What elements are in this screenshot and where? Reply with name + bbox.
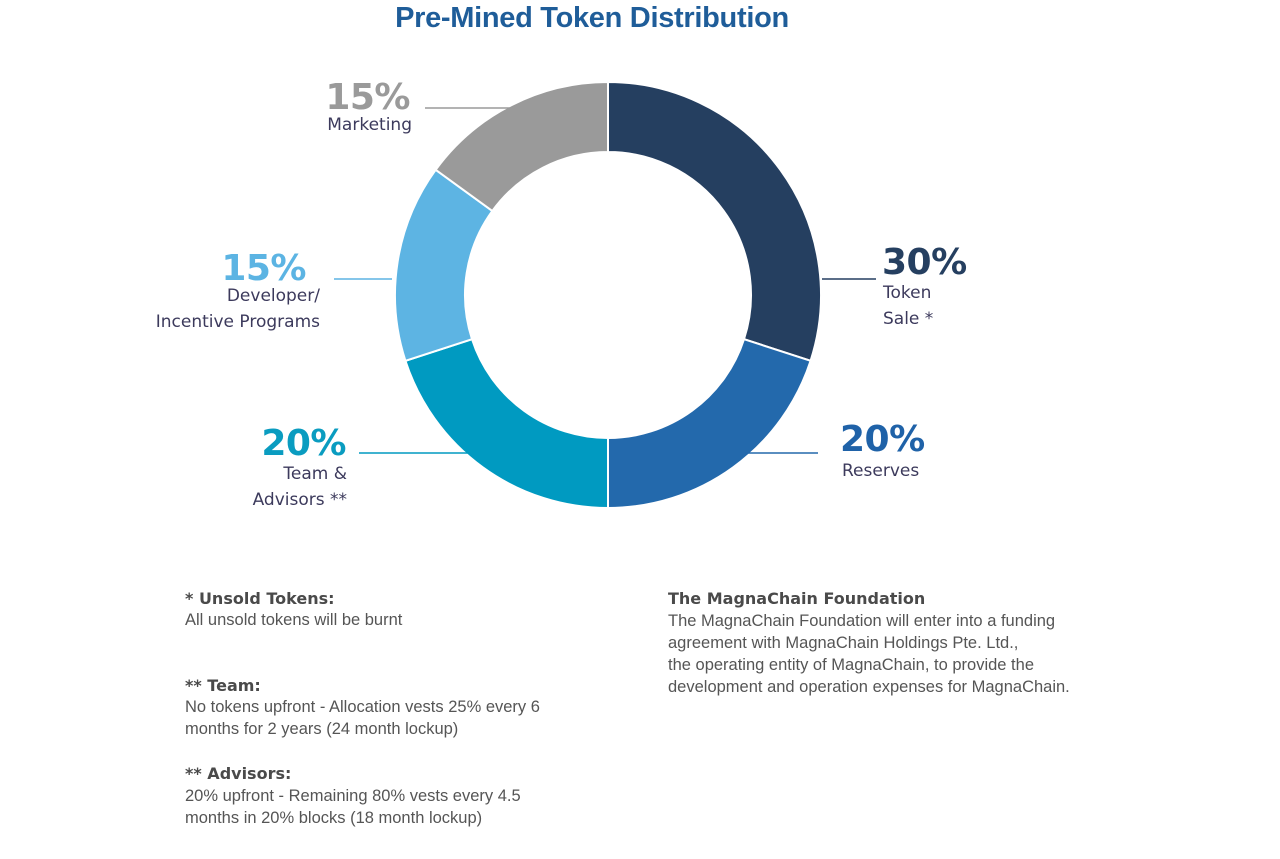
donut-slice-token-sale: [607, 80, 822, 363]
slice-pct-team-advisors: 20%: [261, 423, 346, 464]
slice-label-token-sale: Token Sale *: [883, 283, 934, 329]
note-unsold-body: All unsold tokens will be burnt: [185, 611, 403, 629]
slice-pct-reserves: 20%: [840, 419, 925, 460]
note-advisors-body: 20% upfront - Remaining 80% vests every …: [185, 787, 521, 827]
donut-slice-reserves: [607, 337, 812, 510]
slice-label-marketing: Marketing: [327, 115, 412, 135]
note-team-heading: ** Team:: [185, 676, 261, 695]
slice-label-team-advisors: Team & Advisors **: [252, 464, 347, 510]
slice-label-developer: Developer/ Incentive Programs: [155, 286, 320, 332]
slice-label-reserves: Reserves: [842, 461, 920, 481]
foundation-body: The MagnaChain Foundation will enter int…: [668, 612, 1070, 696]
donut-slice-team-advisors: [404, 337, 609, 510]
slice-pct-marketing: 15%: [325, 77, 410, 118]
note-unsold-heading: * Unsold Tokens:: [185, 589, 335, 608]
chart-title: Pre-Mined Token Distribution: [395, 2, 789, 34]
note-team-body: No tokens upfront - Allocation vests 25%…: [185, 698, 540, 738]
foundation-heading: The MagnaChain Foundation: [668, 589, 926, 608]
note-advisors-heading: ** Advisors:: [185, 764, 292, 783]
slice-pct-token-sale: 30%: [882, 242, 967, 283]
slice-pct-developer: 15%: [221, 248, 306, 289]
donut-chart: [334, 80, 876, 510]
donut-slice-marketing: [434, 80, 609, 213]
